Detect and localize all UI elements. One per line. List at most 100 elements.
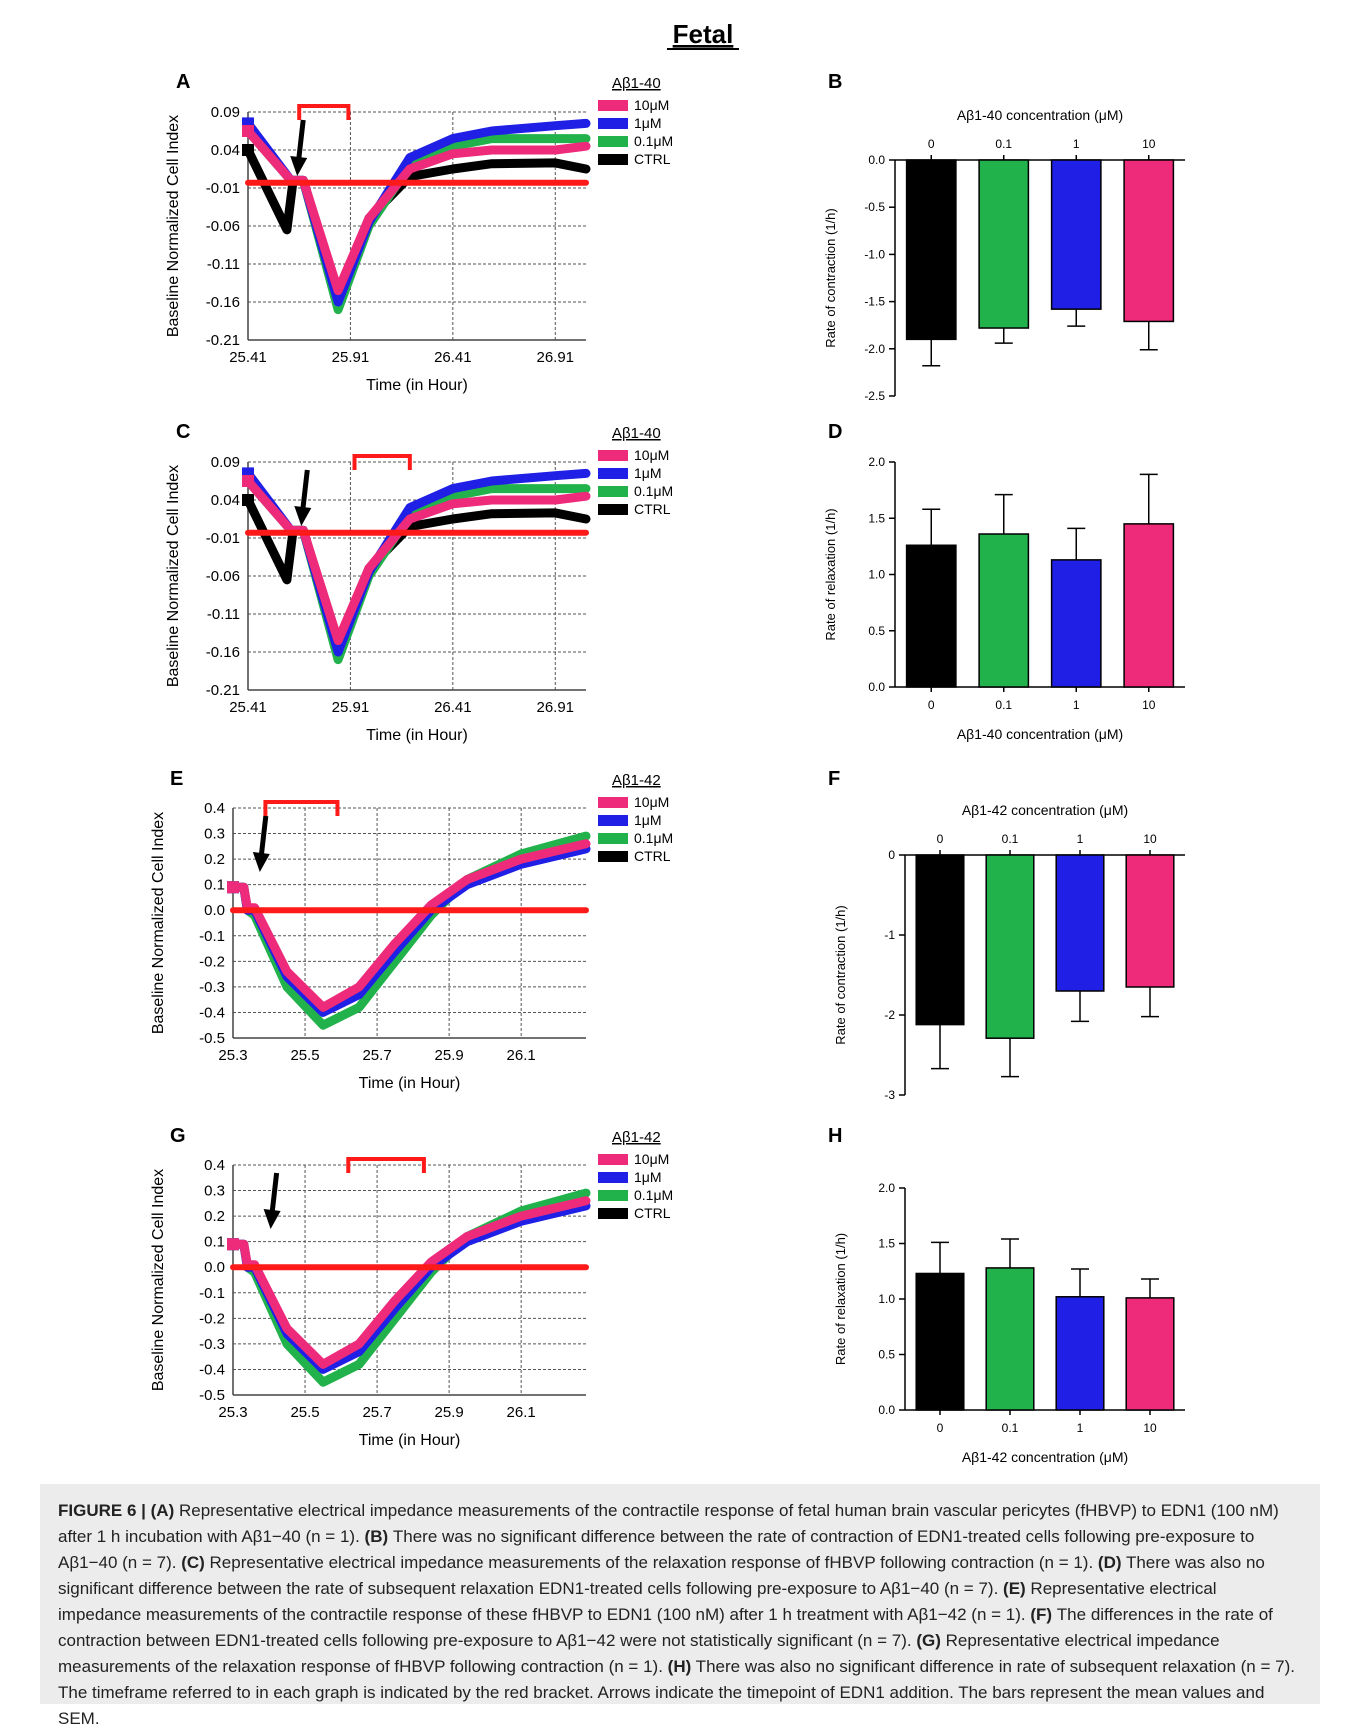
y-tick-label: -2.5 [864,389,885,403]
y-tick-label: -0.2 [199,1310,225,1327]
x-axis-label: Aβ1-42 concentration (μM) [962,1449,1128,1465]
x-tick-label: 25.7 [362,1404,391,1421]
legend-label: 0.1μM [634,830,673,846]
caption-tag: (G) [916,1631,941,1650]
y-tick-label: 1.0 [878,1292,895,1306]
bar-10 [1125,854,1175,988]
x-tick-label: 25.5 [290,1047,319,1064]
caption-tag: (E) [1003,1579,1026,1598]
legend-swatch [598,1172,628,1183]
series-start-marker [242,475,254,487]
legend-swatch [598,100,628,111]
y-tick-label: -0.21 [206,682,240,699]
legend-label: CTRL [634,501,671,517]
x-tick-label: 1 [1073,698,1080,712]
legend-swatch [598,154,628,165]
x-tick-label: 25.5 [290,1404,319,1421]
series-start-marker [242,117,254,130]
x-tick-label: 25.3 [218,1404,247,1421]
y-tick-label: 0.04 [211,492,240,509]
x-tick-label: 10 [1142,698,1156,712]
x-tick-label: 10 [1142,137,1156,151]
bar-0 [915,854,965,1026]
y-tick-label: 1.5 [878,1237,895,1251]
y-tick-label: -0.21 [206,332,240,349]
legend-swatch [598,136,628,147]
x-tick-label: 25.9 [435,1404,464,1421]
legend-swatch [598,1190,628,1201]
y-tick-label: 0.4 [204,800,225,817]
caption-sentence: There was also no significant difference… [58,1553,1265,1598]
legend-swatch [598,851,628,862]
legend-swatch [598,833,628,844]
legend-label: 0.1μM [634,133,673,149]
y-tick-label: 0.5 [868,624,885,638]
legend-title: Aβ1-42 [612,1129,661,1146]
legend-label: 1μM [634,115,662,131]
bar-0 [905,544,957,688]
x-tick-label: 26.41 [434,699,472,716]
y-tick-label: 0 [888,848,895,862]
x-tick-label: 26.91 [536,349,574,366]
panel-letter: B [828,71,842,93]
y-tick-label: 0.09 [211,454,240,471]
legend-swatch [598,118,628,129]
bar-0.1 [978,533,1030,688]
y-axis-label: Rate of contraction (1/h) [823,208,838,347]
timeframe-bracket [263,800,340,816]
caption-tag: (F) [1030,1605,1053,1624]
edn1-arrow [299,469,310,515]
bar-0.1 [985,854,1035,1039]
legend-label: CTRL [634,1205,671,1221]
caption-sentence: Representative electrical impedance meas… [58,1631,1220,1676]
y-tick-label: 0.0 [868,153,885,167]
edn1-arrow [258,815,269,861]
bar-1 [1050,159,1102,310]
edn1-arrow-head [290,156,308,176]
x-tick-label: 25.41 [229,699,267,716]
y-tick-label: -0.3 [199,1336,225,1353]
y-tick-label: -1.5 [864,295,885,309]
x-tick-label: 10 [1143,832,1157,846]
y-tick-label: 1.0 [868,568,885,582]
series-start-marker [242,144,254,156]
bar-0.1 [985,1267,1035,1411]
x-tick-label: 1 [1073,137,1080,151]
figure-title: Fetal [673,19,734,49]
y-tick-label: -0.01 [206,530,240,547]
edn1-arrow-head [252,852,270,872]
y-tick-label: -0.06 [206,218,240,235]
x-tick-label: 25.91 [332,349,370,366]
y-tick-label: -0.16 [206,644,240,661]
bar-10 [1125,1297,1175,1411]
y-axis-label: Rate of contraction (1/h) [833,905,848,1044]
timeframe-bracket [346,1157,426,1173]
y-tick-label: 0.0 [204,1259,225,1276]
y-tick-label: -0.11 [207,606,240,623]
bar-chart-b: B 0.0 -0.5 -1.0 -1.5 -2.0 -2.5 0 0.1 1 10 Aβ1-40 co… [823,71,1185,403]
x-axis-label: Time (in Hour) [359,1075,461,1092]
legend-label: 0.1μM [634,483,673,499]
x-axis-label: Time (in Hour) [366,727,468,744]
legend-label: 1μM [634,465,662,481]
legend-swatch [598,468,628,479]
legend-swatch [598,450,628,461]
y-tick-label: 2.0 [868,455,885,469]
x-axis-label: Aβ1-40 concentration (μM) [957,107,1123,123]
x-tick-label: 25.3 [218,1047,247,1064]
bar-10 [1123,523,1175,688]
legend-swatch [598,1208,628,1219]
y-tick-label: 2.0 [878,1181,895,1195]
caption-tag: (A) [150,1501,175,1520]
bar-0.1 [978,159,1030,329]
series-start-marker [242,494,254,506]
series-start-marker [242,125,254,137]
y-tick-label: -0.5 [199,1030,225,1047]
y-tick-label: 0.4 [204,1157,225,1174]
x-tick-label: 0.1 [1002,832,1019,846]
y-tick-label: 1.5 [868,511,885,525]
line-chart-e: E 0.4 0.3 0.2 0.1 0.0 -0.1 -0.2 -0.3 -0.4 -0.525.3… [150,768,673,1092]
y-tick-label: 0.2 [204,851,225,868]
x-tick-label: 26.91 [536,699,574,716]
